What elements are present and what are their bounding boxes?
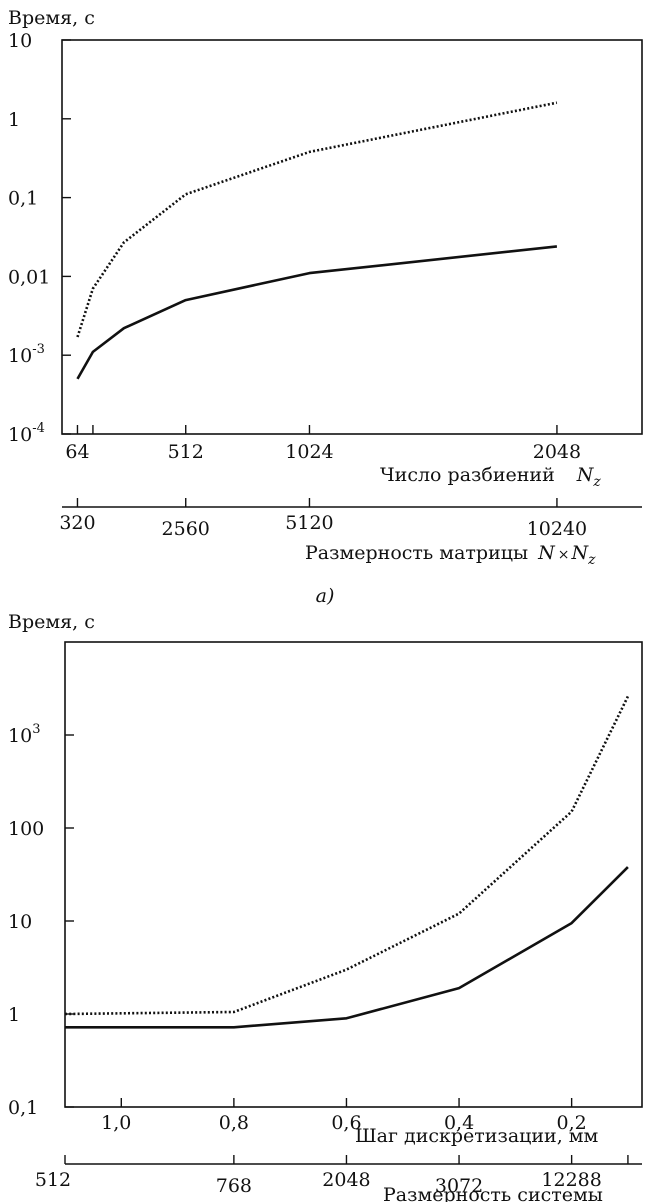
chart-b-y-ticks: 103 100 10 1 0,1 [8, 722, 74, 1119]
chart-a-secondary-tick-label: 320 [59, 512, 95, 534]
chart-a-secondary-tick-label: 2560 [162, 518, 210, 540]
chart-a-xlabel-var: N [576, 464, 595, 486]
chart-b-y-tick-label: 103 [8, 722, 40, 747]
chart-a-secondary-label: Размерность матрицы N × Nz [305, 542, 596, 568]
chart-b-y-tick-label: 10 [8, 911, 32, 933]
chart-b-secondary-tick-label: 12288 [541, 1169, 601, 1191]
chart-a-secondary-tick-label: 10240 [527, 518, 587, 540]
chart-b-secondary-ticks: 512 768 2048 3072 12288 [35, 1155, 629, 1197]
chart-a-sec-times: × [558, 547, 570, 563]
chart-a-xlabel-sub: z [592, 474, 601, 490]
chart-a-y-tick-label: 1 [8, 109, 20, 131]
chart-a-sec-var-a: N [537, 542, 556, 564]
chart-a-x-tick-label: 64 [65, 441, 89, 463]
chart-a-x-tick-label: 1024 [285, 441, 333, 463]
chart-b-secondary-tick-label: 768 [216, 1175, 252, 1197]
chart-b-secondary-label: Размерность системы [383, 1184, 603, 1202]
chart-b-secondary-tick-label: 2048 [322, 1169, 370, 1191]
chart-b-plot-frame [64, 641, 643, 1108]
chart-a-series [76, 101, 558, 380]
chart-a-secondary-ticks: 320 2560 5120 10240 [59, 498, 587, 540]
chart-b-secondary-tick-label: 512 [35, 1169, 71, 1191]
chart-b-x-ticks: 1,0 0,8 0,6 0,4 0,2 [101, 1098, 587, 1134]
chart-a-x-tick-label: 512 [168, 441, 204, 463]
chart-b-x-tick-label: 1,0 [101, 1112, 131, 1134]
chart-a-panel-label: а) [316, 585, 335, 607]
chart-b-y-tick-label: 100 [8, 818, 44, 840]
chart-b-secondary-tick-label: 3072 [435, 1175, 483, 1197]
chart-b-x-tick-label: 0,2 [557, 1112, 587, 1134]
chart-a-x-tick-label: 2048 [533, 441, 581, 463]
chart-a-y-tick-label: 10-3 [8, 342, 45, 367]
chart-b-series-dotted-line [64, 695, 630, 1016]
chart-a-xlabel-text: Число разбиений [380, 464, 555, 486]
chart-a-sec-var-b: N [570, 542, 589, 564]
chart-a-y-tick-label: 0,1 [8, 188, 38, 210]
chart-a-series-solid-line [76, 245, 558, 380]
chart-b-series [64, 695, 630, 1029]
chart-a-y-ticks: 10 1 0,1 0,01 10-3 10-4 [8, 30, 71, 446]
chart-b-x-tick-label: 0,6 [331, 1112, 361, 1134]
chart-b-series-solid-line [65, 866, 629, 1029]
chart-a-y-tick-label: 10 [8, 30, 32, 52]
chart-a-x-axis-label: Число разбиений Nz [380, 464, 601, 490]
chart-a-secondary-tick-label: 5120 [285, 512, 333, 534]
chart-b-y-unit-label: Время, с [8, 611, 95, 633]
chart-a: Время, с 10 1 0,1 0,01 10-3 10-4 64 512 1024 204… [8, 7, 643, 607]
chart-a-y-tick-label: 0,01 [8, 266, 50, 288]
chart-a-plot-frame [61, 39, 643, 435]
chart-b-x-tick-label: 0,8 [219, 1112, 249, 1134]
chart-a-sec-label-text: Размерность матрицы [305, 542, 528, 564]
chart-a-sec-sub-b: z [587, 552, 596, 568]
chart-b-x-tick-label: 0,4 [444, 1112, 474, 1134]
chart-b: Время, с 103 100 10 1 0,1 1,0 0,8 0,6 0,4 0,2 Ша… [8, 611, 643, 1202]
chart-a-y-unit-label: Время, с [8, 7, 95, 29]
chart-a-x-ticks: 64 512 1024 2048 [65, 425, 581, 463]
chart-b-y-tick-label: 0,1 [8, 1097, 38, 1119]
chart-b-x-axis-label: Шаг дискретизации, мм [355, 1125, 599, 1147]
chart-a-y-tick-label: 10-4 [8, 421, 45, 446]
chart-b-y-tick-label: 1 [8, 1004, 20, 1026]
chart-a-series-dotted-line [76, 101, 558, 338]
